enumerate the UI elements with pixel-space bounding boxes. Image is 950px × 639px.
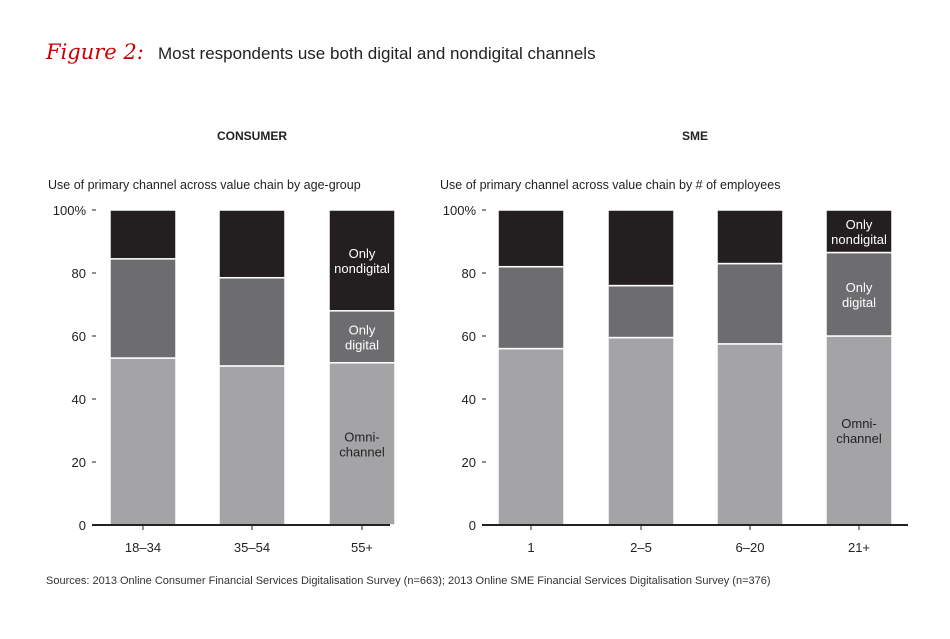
figure-label: Figure 2: [46, 40, 144, 64]
bar-segment [716, 343, 784, 526]
y-tick-label: 0 [469, 518, 476, 533]
y-tick-label: 100% [53, 203, 87, 218]
x-tick-label: 55+ [351, 540, 373, 555]
bar-segment [328, 362, 396, 526]
y-tick-label: 40 [72, 392, 86, 407]
bar-segment [607, 336, 675, 526]
bar-segment [497, 209, 565, 268]
panel-title: CONSUMER [217, 129, 287, 143]
x-tick-label: 35–54 [234, 540, 270, 555]
bar-segment [825, 209, 893, 254]
segment-label: Only [846, 217, 873, 232]
x-tick-label: 21+ [848, 540, 870, 555]
segment-label: digital [345, 337, 379, 352]
bar-segment [607, 209, 675, 287]
segment-label: digital [842, 295, 876, 310]
bar-segment [497, 265, 565, 350]
y-tick-label: 60 [72, 329, 86, 344]
x-tick-label: 18–34 [125, 540, 161, 555]
bar-segment [218, 365, 286, 526]
segment-label: Only [349, 246, 376, 261]
y-tick-label: 20 [462, 455, 476, 470]
bar-segment [109, 209, 177, 260]
bar-segment [109, 357, 177, 526]
segment-label: Only [349, 322, 376, 337]
x-tick-label: 2–5 [630, 540, 652, 555]
sources-note: Sources: 2013 Online Consumer Financial … [46, 575, 771, 587]
figure-title: Most respondents use both digital and no… [158, 44, 596, 63]
y-tick-label: 80 [462, 266, 476, 281]
panel-subtitle: Use of primary channel across value chai… [48, 178, 361, 192]
panel-title: SME [682, 129, 708, 143]
bar-segment [218, 209, 286, 279]
x-tick-label: 6–20 [736, 540, 765, 555]
segment-label: channel [339, 444, 385, 459]
y-tick-label: 100% [443, 203, 477, 218]
y-tick-label: 20 [72, 455, 86, 470]
y-tick-label: 0 [79, 518, 86, 533]
y-tick-label: 60 [462, 329, 476, 344]
x-tick-label: 1 [527, 540, 534, 555]
bar-segment [607, 284, 675, 339]
bar-segment [716, 262, 784, 345]
segment-label: nondigital [334, 261, 390, 276]
segment-label: Only [846, 280, 873, 295]
panel-subtitle: Use of primary channel across value chai… [440, 178, 780, 192]
y-tick-label: 40 [462, 392, 476, 407]
bar-segment [497, 347, 565, 526]
segment-label: nondigital [831, 232, 887, 247]
y-tick-label: 80 [72, 266, 86, 281]
segment-label: Omni- [841, 416, 876, 431]
bar-segment [716, 209, 784, 265]
bar-segment [218, 276, 286, 367]
segment-label: Omni- [344, 429, 379, 444]
bar-segment [328, 209, 396, 312]
bar-segment [328, 310, 396, 364]
bar-segment [109, 258, 177, 359]
segment-label: channel [836, 431, 882, 446]
